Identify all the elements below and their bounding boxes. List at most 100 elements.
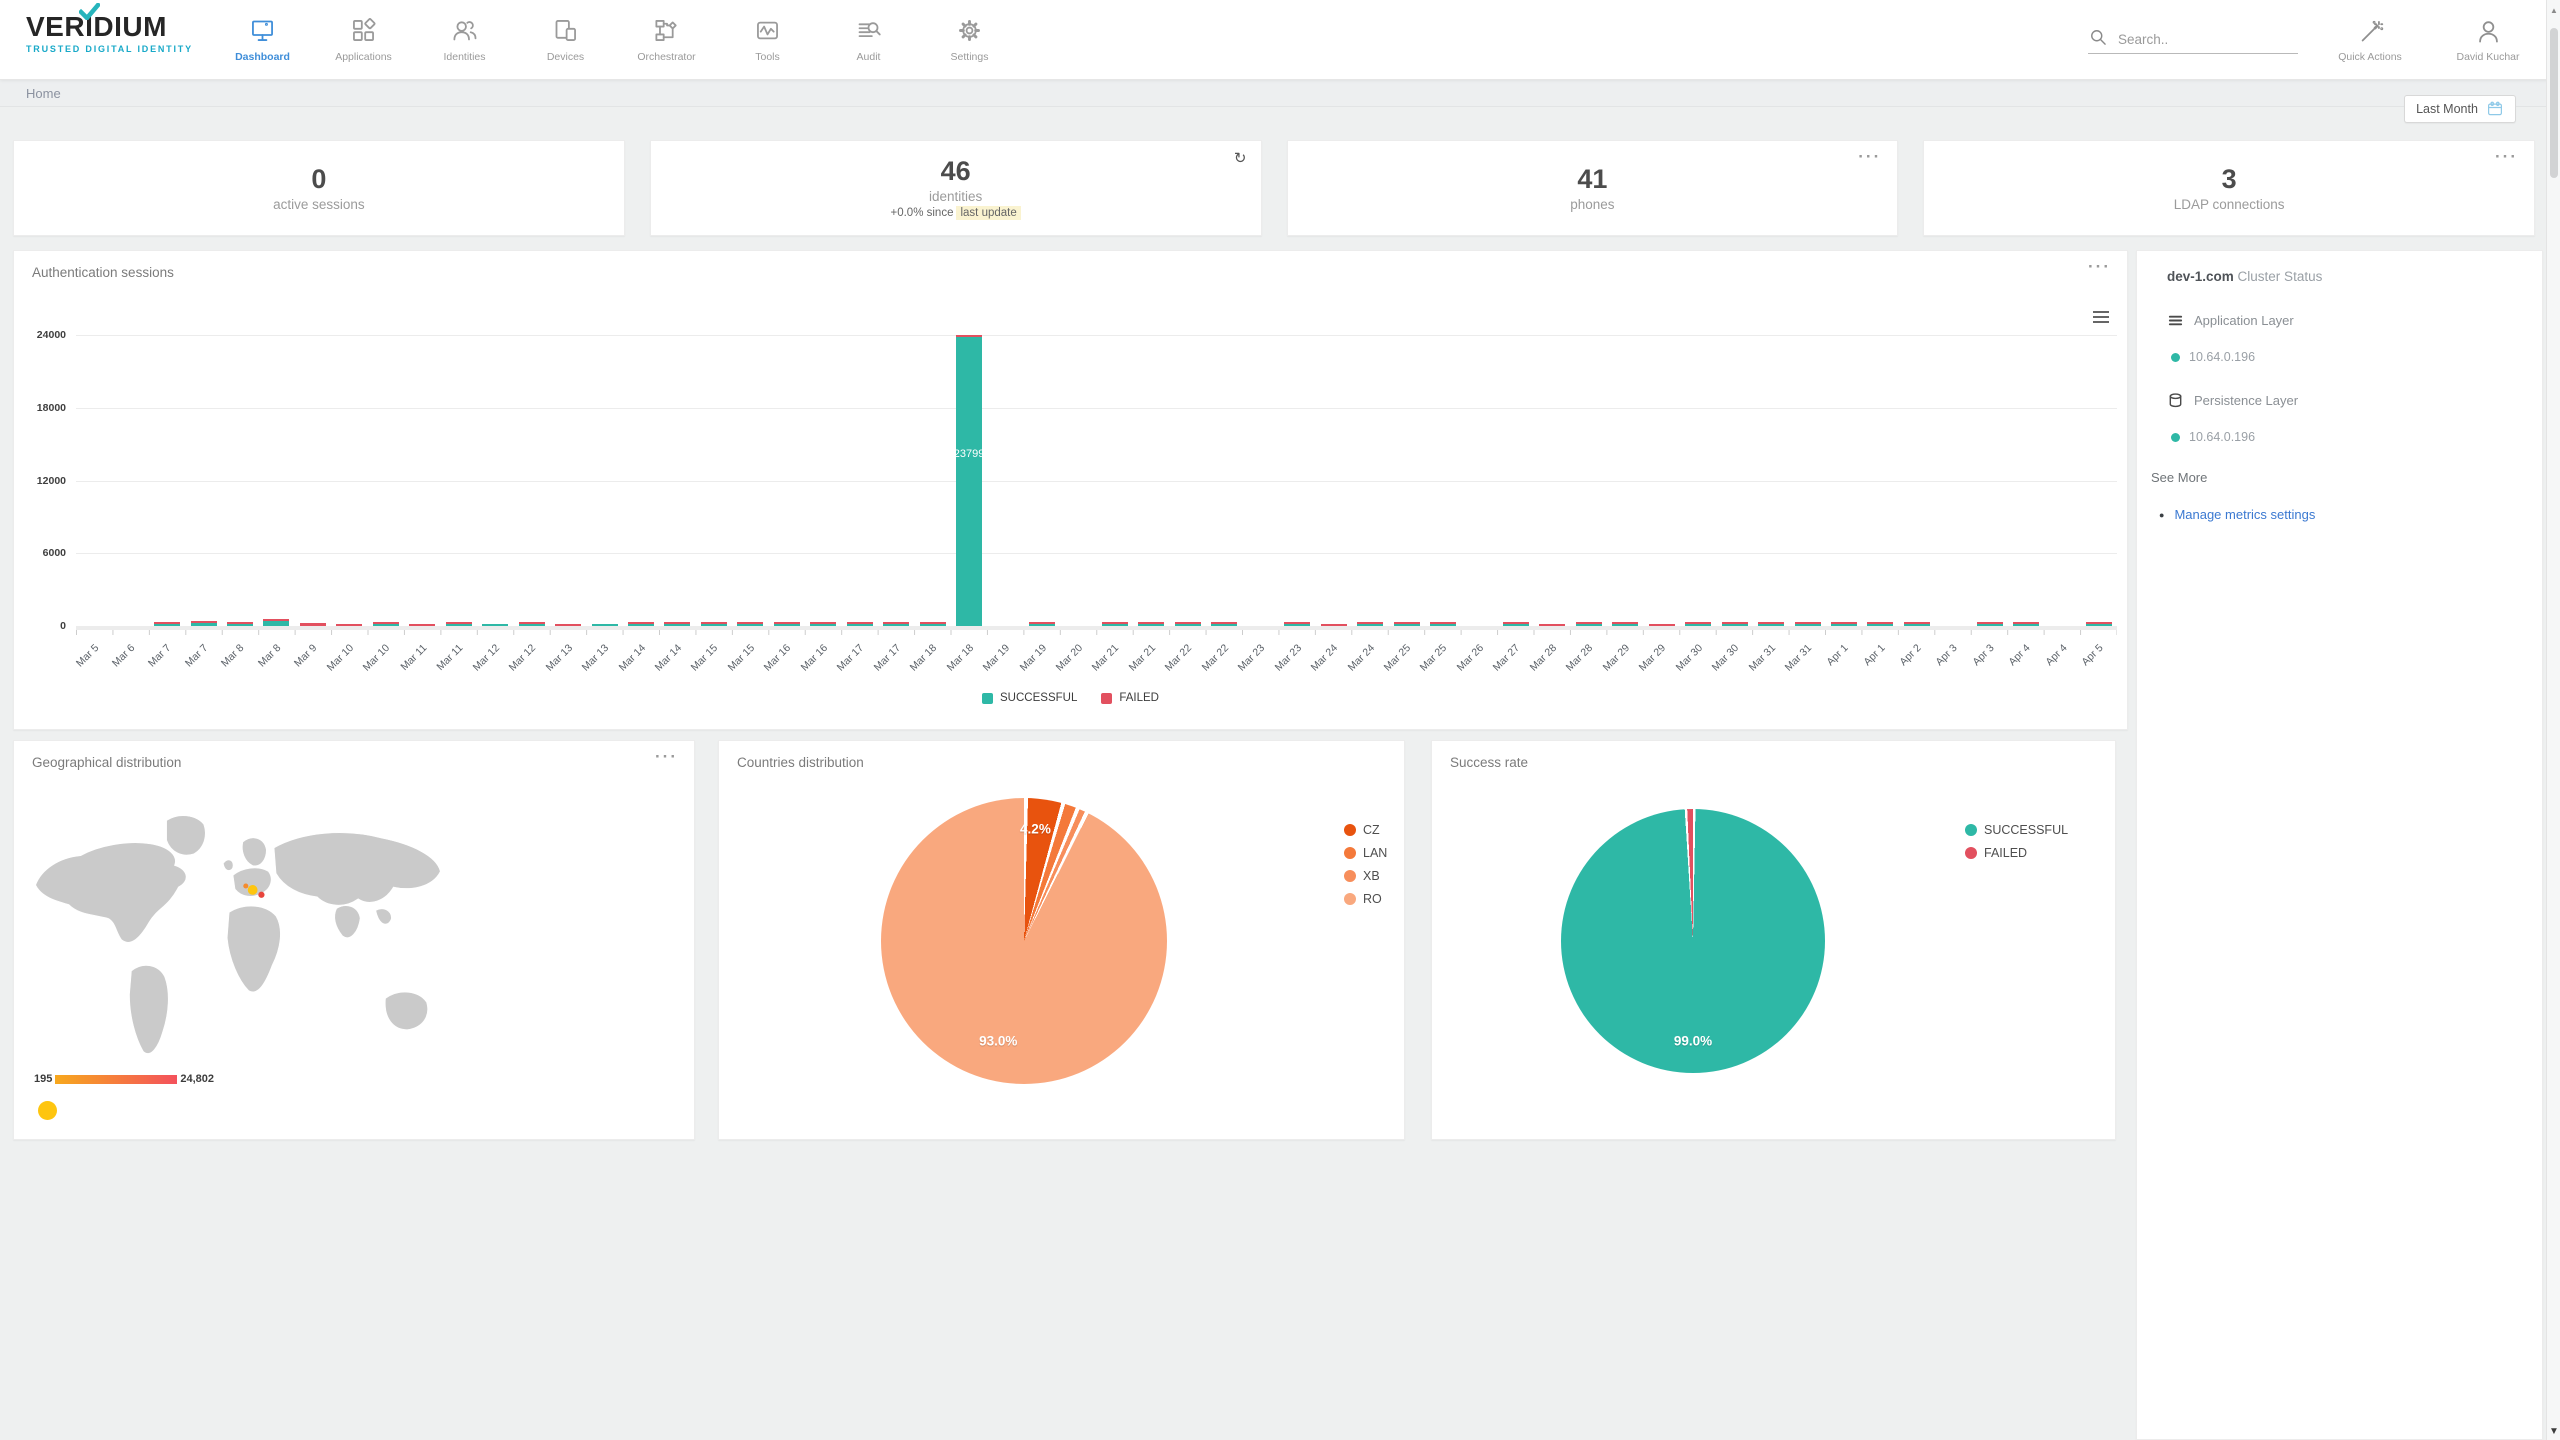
node-status-row[interactable]: 10.64.0.196	[2171, 350, 2512, 364]
scale-gradient-bar	[55, 1074, 178, 1084]
nav-item-devices[interactable]: Devices	[515, 0, 616, 80]
search-input[interactable]	[2118, 31, 2288, 47]
x-axis-label: Apr 1	[1824, 642, 1851, 669]
bar-slot: 23799	[951, 335, 987, 626]
bullet-icon: ●	[2159, 509, 2165, 520]
application-layer-label: Application Layer	[2194, 313, 2294, 328]
successful-bar	[1502, 624, 1529, 626]
bar-stack	[1539, 624, 1566, 626]
nav-item-applications[interactable]: Applications	[313, 0, 414, 80]
panel-title: Countries distribution	[737, 755, 864, 770]
period-selector-button[interactable]: Last Month	[2404, 95, 2516, 123]
nav-item-orchestrator[interactable]: Orchestrator	[616, 0, 717, 80]
bar-stack	[810, 622, 837, 626]
y-axis-label: 24000	[36, 329, 66, 341]
x-axis-label: Mar 7	[182, 642, 211, 670]
failed-bar	[1101, 622, 1128, 624]
persistence-layer-label: Persistence Layer	[2194, 393, 2299, 408]
failed-bar	[1284, 622, 1311, 624]
successful-bar	[1284, 624, 1311, 626]
bar-slot	[1388, 335, 1424, 626]
legend-item[interactable]: XB	[1344, 869, 1387, 883]
layers-icon	[2168, 315, 2183, 326]
legend-item[interactable]: LAN	[1344, 846, 1387, 860]
failed-bar	[555, 624, 582, 626]
scrollbar-down-arrow[interactable]: ▼	[2549, 1426, 2559, 1437]
nav-item-settings[interactable]: Settings	[919, 0, 1020, 80]
failed-bar	[445, 622, 472, 624]
bar-slot	[112, 335, 148, 626]
panel-menu-icon[interactable]: ···	[655, 747, 678, 766]
failed-bar	[409, 624, 436, 626]
quick-actions-button[interactable]: Quick Actions	[2324, 18, 2416, 63]
nav-label: Orchestrator	[637, 51, 696, 63]
scrollbar-thumb[interactable]	[2550, 28, 2558, 178]
node-status-dot	[2171, 352, 2180, 362]
bar-slot	[1607, 335, 1643, 626]
nav-item-tools[interactable]: Tools	[717, 0, 818, 80]
manage-metrics-link[interactable]: Manage metrics settings	[2174, 507, 2316, 522]
gridline	[76, 335, 2117, 336]
bar-slot	[185, 335, 221, 626]
vertical-scrollbar[interactable]: ▲ ▼	[2546, 0, 2560, 1440]
x-axis-label: Mar 6	[109, 642, 138, 670]
breadcrumb[interactable]: Home	[26, 86, 61, 101]
legend-label: RO	[1363, 892, 1382, 906]
see-more-link[interactable]: See More	[2151, 470, 2208, 485]
failed-bar	[2013, 622, 2040, 624]
legend-item[interactable]: SUCCESSFUL	[982, 692, 1077, 704]
bar-slot	[1534, 335, 1570, 626]
failed-bar	[1794, 622, 1821, 624]
panel-menu-icon[interactable]: ···	[2495, 147, 2518, 166]
legend-item[interactable]: FAILED	[1101, 692, 1159, 704]
legend-label: SUCCESSFUL	[1000, 692, 1078, 704]
map-marker-yellow	[247, 885, 258, 895]
successful-bar	[1794, 624, 1821, 626]
bar-stack	[1174, 622, 1201, 626]
pie-percentage-label: 99.0%	[1673, 1033, 1713, 1049]
logo-check-icon	[79, 3, 101, 20]
panel-title: Authentication sessions	[32, 265, 174, 280]
bar-slot	[1170, 335, 1206, 626]
bar-slot	[1279, 335, 1315, 626]
x-axis-label: Mar 9	[292, 642, 320, 670]
successful-bar	[919, 624, 946, 626]
nav-item-audit[interactable]: Audit	[818, 0, 919, 80]
bar-stack	[1758, 622, 1785, 626]
nav-label: Dashboard	[235, 51, 290, 63]
nav-item-dashboard[interactable]: Dashboard	[212, 0, 313, 80]
legend-color-dot	[982, 692, 994, 704]
refresh-icon[interactable]: ↻	[1233, 150, 1247, 167]
scrollbar-up-arrow[interactable]: ▲	[2550, 6, 2558, 15]
legend-item[interactable]: FAILED	[1965, 846, 2068, 860]
bar-value-label: 23799	[953, 448, 985, 461]
failed-bar	[1174, 622, 1201, 624]
node-status-row[interactable]: 10.64.0.196	[2171, 430, 2512, 444]
legend-item[interactable]: SUCCESSFUL	[1965, 823, 2068, 837]
failed-bar	[1320, 623, 1347, 626]
map-zoom-bubble[interactable]	[38, 1101, 57, 1120]
panel-menu-icon[interactable]: ···	[1858, 147, 1882, 166]
nav-label: Identities	[443, 51, 486, 63]
world-map[interactable]	[22, 793, 452, 1065]
veridium-logo[interactable]: VERI DIUM TRUSTED DIGITAL IDENTITY	[26, 3, 216, 54]
bar-slot	[295, 335, 331, 626]
bar-slot	[914, 335, 950, 626]
user-name: David Kuchar	[2456, 50, 2520, 63]
nav-label: Applications	[335, 51, 392, 63]
countries-distribution-panel: Countries distribution 4.2% 93.0% CZ LAN XB…	[718, 740, 1405, 1140]
x-axis-label: Mar 8	[219, 642, 247, 670]
legend-item[interactable]: RO	[1344, 892, 1387, 906]
nav-label: Devices	[546, 51, 585, 63]
failed-bar	[1758, 622, 1785, 624]
stat-card-phones: ··· 41 phones	[1286, 140, 1899, 236]
user-menu[interactable]: David Kuchar	[2442, 18, 2534, 63]
chart-context-menu-icon[interactable]	[2093, 311, 2109, 326]
bar-stack	[2086, 622, 2113, 626]
failed-bar	[1685, 622, 1712, 624]
bar-stack	[1502, 622, 1529, 626]
nav-item-identities[interactable]: Identities	[414, 0, 515, 80]
legend-item[interactable]: CZ	[1344, 823, 1387, 837]
panel-menu-icon[interactable]: ···	[2088, 257, 2111, 276]
